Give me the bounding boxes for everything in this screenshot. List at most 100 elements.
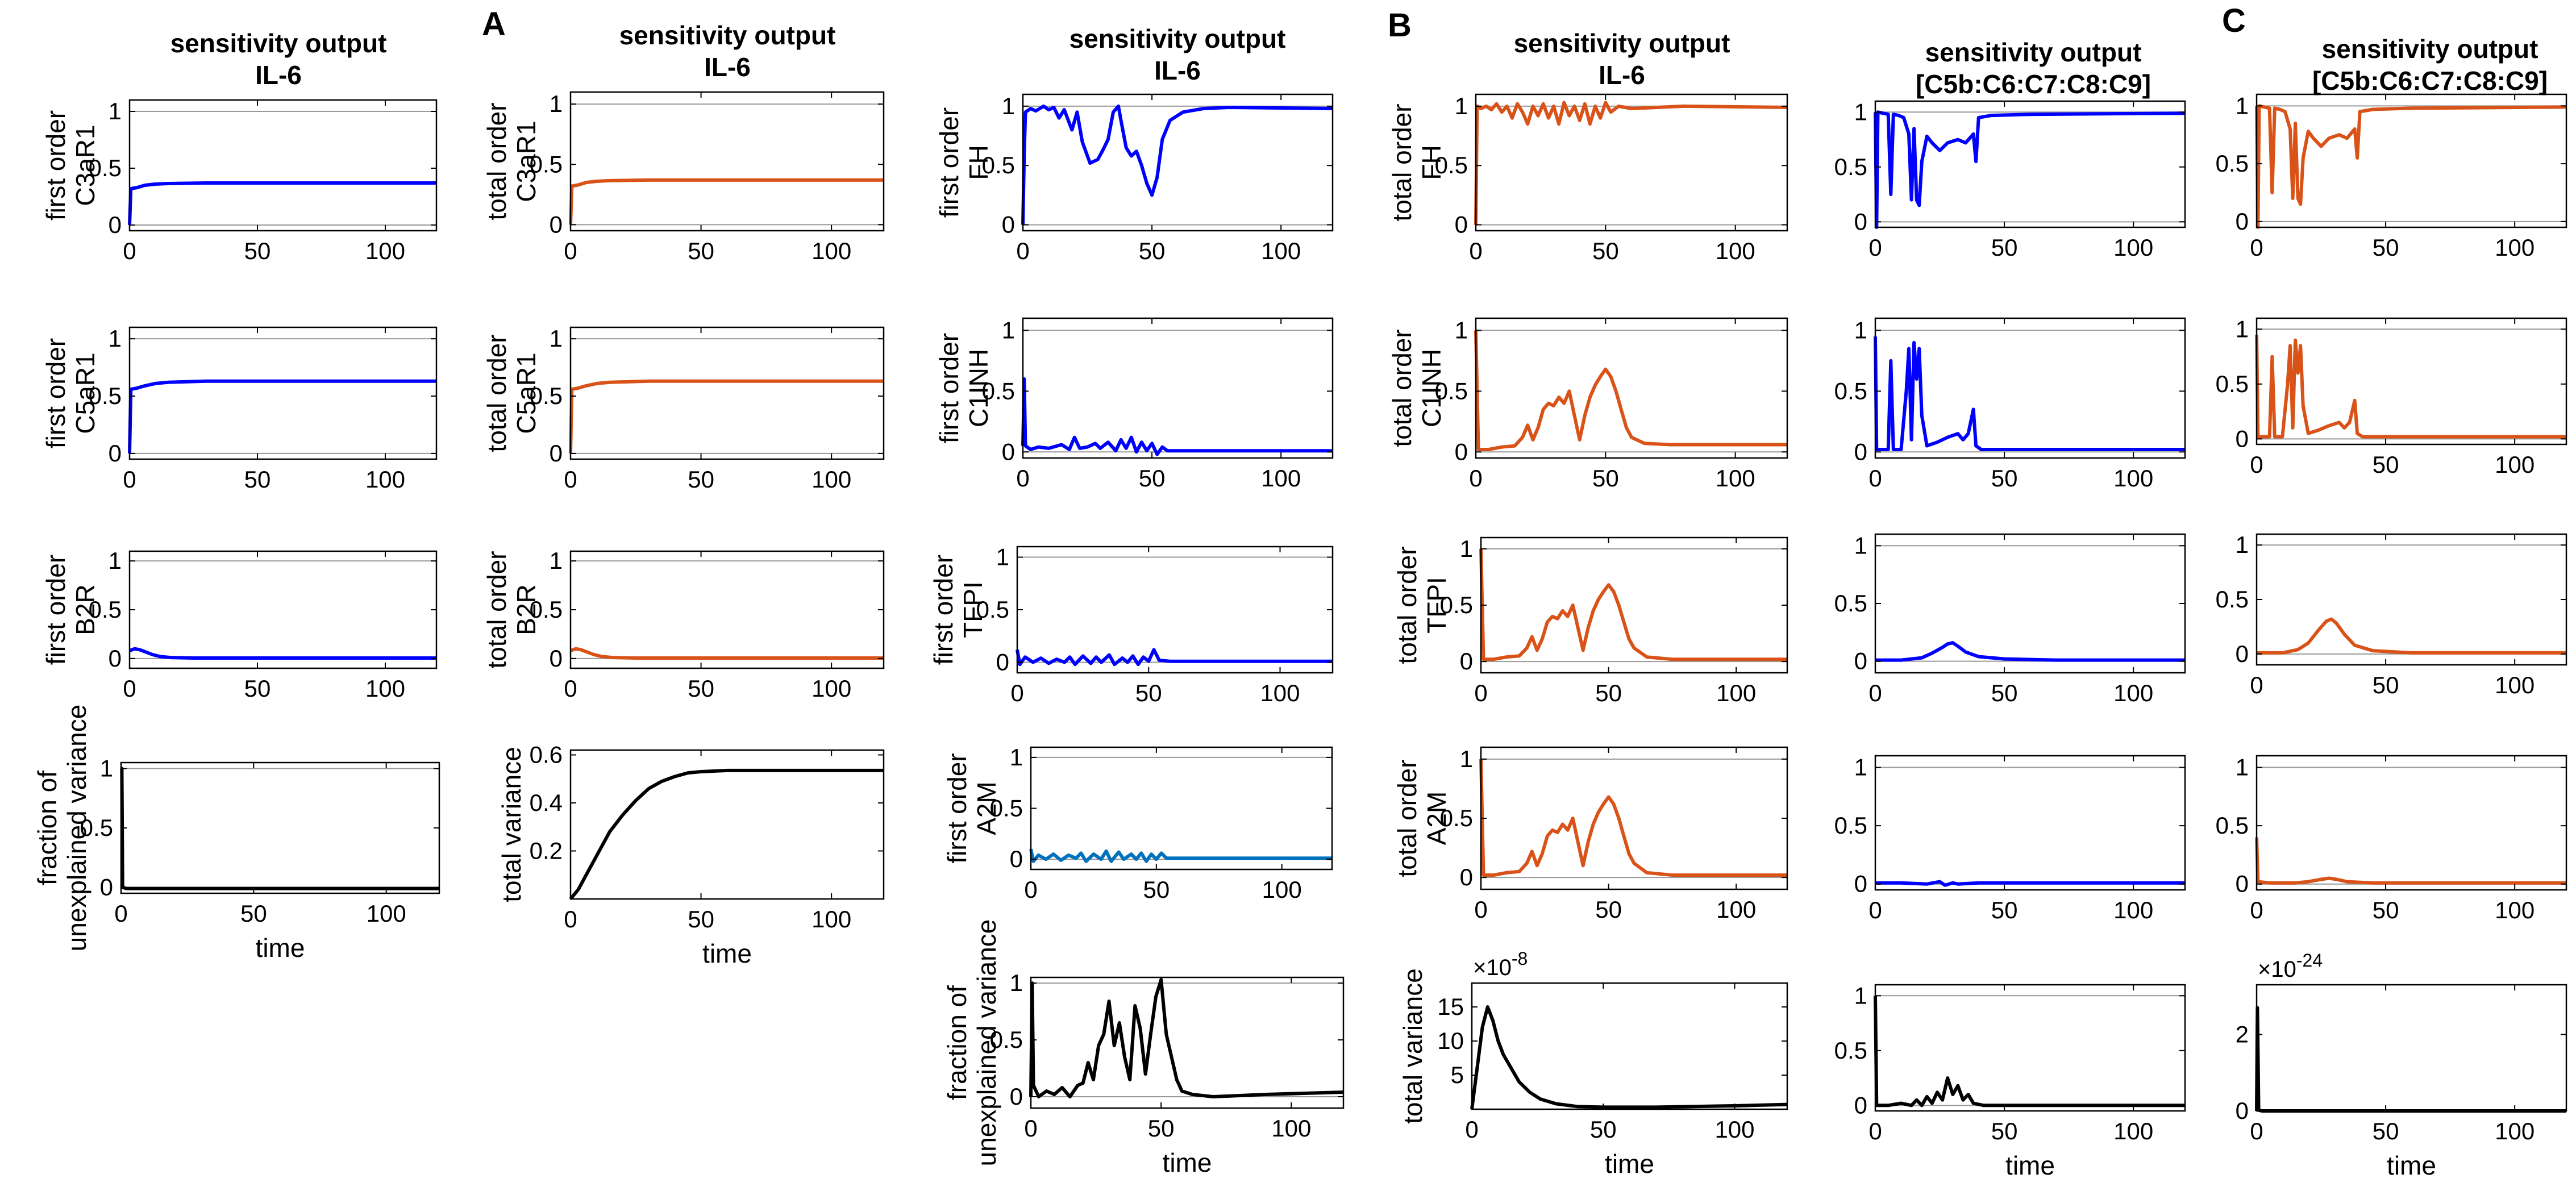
series-line <box>1021 104 1333 225</box>
y-tick-label: 1 <box>1854 532 1867 559</box>
x-tick-label: 0 <box>1474 896 1487 923</box>
x-tick-label: 50 <box>1139 465 1166 492</box>
y-axis-label-line: first order <box>942 753 972 863</box>
y-tick-label: 0 <box>1002 438 1015 465</box>
x-tick-label: 50 <box>1139 238 1166 264</box>
y-axis-label: total orderC1INH <box>1387 329 1446 447</box>
subplot-p1-4: 0 50 100 0 0.5 1 time fraction ofunexplained va… <box>32 705 440 963</box>
y-axis-label-line: total variance <box>497 747 526 902</box>
x-tick-label: 50 <box>1135 680 1162 706</box>
y-axis-label: total variance <box>497 747 526 902</box>
y-axis-label-line: total order <box>482 102 511 220</box>
series-line <box>1874 110 2186 229</box>
y-tick-label: 0 <box>1460 864 1473 890</box>
column-title-1-line2: IL-6 <box>255 60 302 90</box>
y-tick-label: 0 <box>2236 425 2249 452</box>
x-tick-label: 0 <box>1024 876 1037 903</box>
y-tick-label: 0 <box>109 440 122 467</box>
series-line <box>1479 548 1787 661</box>
x-tick-label: 100 <box>1271 1115 1311 1142</box>
column-title-5-line2: [C5b:C6:C7:C8:C9] <box>1916 69 2151 99</box>
x-tick-label: 50 <box>1592 238 1619 264</box>
subplot-p3-4: 0 50 100 0 0.5 1 first orderA2M <box>942 744 1333 903</box>
y-tick-label: 0 <box>1010 1083 1023 1110</box>
y-tick-label: 0 <box>996 649 1009 676</box>
y-axis-label-line: first order <box>41 110 70 220</box>
subplot-p5-3: 0 50 100 0 0.5 1 <box>1834 532 2186 706</box>
x-tick-label: 100 <box>367 900 406 927</box>
y-tick-label: 1 <box>1460 535 1473 562</box>
y-axis-label-line: unexplained variance <box>62 705 91 952</box>
axis-exponent: ×10-24 <box>2258 950 2323 982</box>
x-tick-label: 0 <box>2250 672 2263 698</box>
x-axis-label: time <box>1605 1149 1654 1179</box>
series-line <box>1479 759 1787 877</box>
x-tick-label: 100 <box>2113 1118 2153 1144</box>
x-tick-label: 100 <box>1714 1116 1754 1143</box>
y-tick-label: 1 <box>1455 317 1468 343</box>
y-tick-label: 0 <box>550 645 563 672</box>
y-axis-label: total orderA2M <box>1392 759 1451 877</box>
y-tick-label: 0 <box>2236 208 2249 235</box>
column-title-1-line1: sensitivity output <box>170 28 387 58</box>
y-axis-label-line: C5aR1 <box>511 352 541 434</box>
series-line <box>569 647 884 660</box>
x-tick-label: 0 <box>1010 680 1023 706</box>
x-tick-label: 50 <box>688 238 714 264</box>
y-tick-label: 0.5 <box>990 795 1023 822</box>
y-tick-label: 10 <box>1437 1027 1464 1054</box>
y-tick-label: 0.5 <box>1834 812 1867 839</box>
y-axis-label-line: first order <box>41 555 70 665</box>
y-tick-label: 0.5 <box>2216 586 2249 613</box>
y-tick-label: 0.5 <box>89 155 122 181</box>
subplot-p5-4: 0 50 100 0 0.5 1 <box>1834 754 2186 923</box>
x-tick-label: 50 <box>1148 1115 1175 1142</box>
column-title-2-line1: sensitivity output <box>619 20 836 50</box>
y-axis-label-line: first order <box>41 338 70 448</box>
subplot-p2-1: 0 50 100 0 0.5 1 total orderC3aR1 <box>482 90 885 264</box>
y-axis-label-line: A2M <box>1422 792 1451 846</box>
axes-box <box>1475 317 1788 459</box>
series-line <box>2255 1006 2566 1113</box>
x-tick-label: 50 <box>1991 234 2018 261</box>
y-tick-label: 0.4 <box>530 789 563 816</box>
y-tick-label: 1 <box>2236 315 2249 342</box>
x-tick-label: 50 <box>688 466 714 493</box>
x-tick-label: 0 <box>1469 465 1482 492</box>
y-tick-label: 1 <box>550 325 563 352</box>
y-tick-label: 1 <box>109 547 122 574</box>
x-tick-label: 50 <box>1592 465 1619 492</box>
y-axis-label: first orderC1INH <box>934 333 993 443</box>
y-tick-label: 0 <box>100 874 113 901</box>
x-tick-label: 0 <box>1016 465 1029 492</box>
series-line <box>1874 996 2185 1108</box>
y-axis-label: first orderC5aR1 <box>41 338 100 448</box>
x-tick-label: 100 <box>1716 465 1755 492</box>
y-tick-label: 1 <box>1455 93 1468 119</box>
x-tick-label: 50 <box>244 466 271 493</box>
x-tick-label: 100 <box>1261 238 1301 264</box>
y-tick-label: 0.5 <box>1440 805 1473 831</box>
x-tick-label: 100 <box>811 675 851 702</box>
axes-box <box>1874 100 2186 228</box>
series-line <box>2255 104 2567 229</box>
y-tick-label: 0.5 <box>530 382 563 409</box>
x-tick-label: 100 <box>2113 234 2153 261</box>
x-tick-label: 0 <box>564 906 577 932</box>
subplot-p6-5: 0 50 100 0 2 time ×10-24 <box>2236 950 2567 1180</box>
axes-box <box>1475 93 1788 232</box>
axes-box <box>128 550 438 669</box>
y-axis-label-line: A2M <box>972 781 1001 835</box>
x-axis-label: time <box>2005 1151 2055 1180</box>
axis-exponent: ×10-8 <box>1473 948 1528 980</box>
axes-box <box>128 326 438 460</box>
axes-box <box>1480 746 1788 890</box>
x-tick-label: 100 <box>2113 897 2153 923</box>
x-tick-label: 50 <box>1590 1116 1617 1143</box>
subplot-p5-1: 0 50 100 0 0.5 1 <box>1834 98 2186 261</box>
y-axis-label-line: FH <box>964 145 993 180</box>
y-axis-label-line: total order <box>1387 329 1417 447</box>
x-tick-label: 50 <box>1143 876 1170 903</box>
y-tick-label: 0.5 <box>976 596 1009 623</box>
